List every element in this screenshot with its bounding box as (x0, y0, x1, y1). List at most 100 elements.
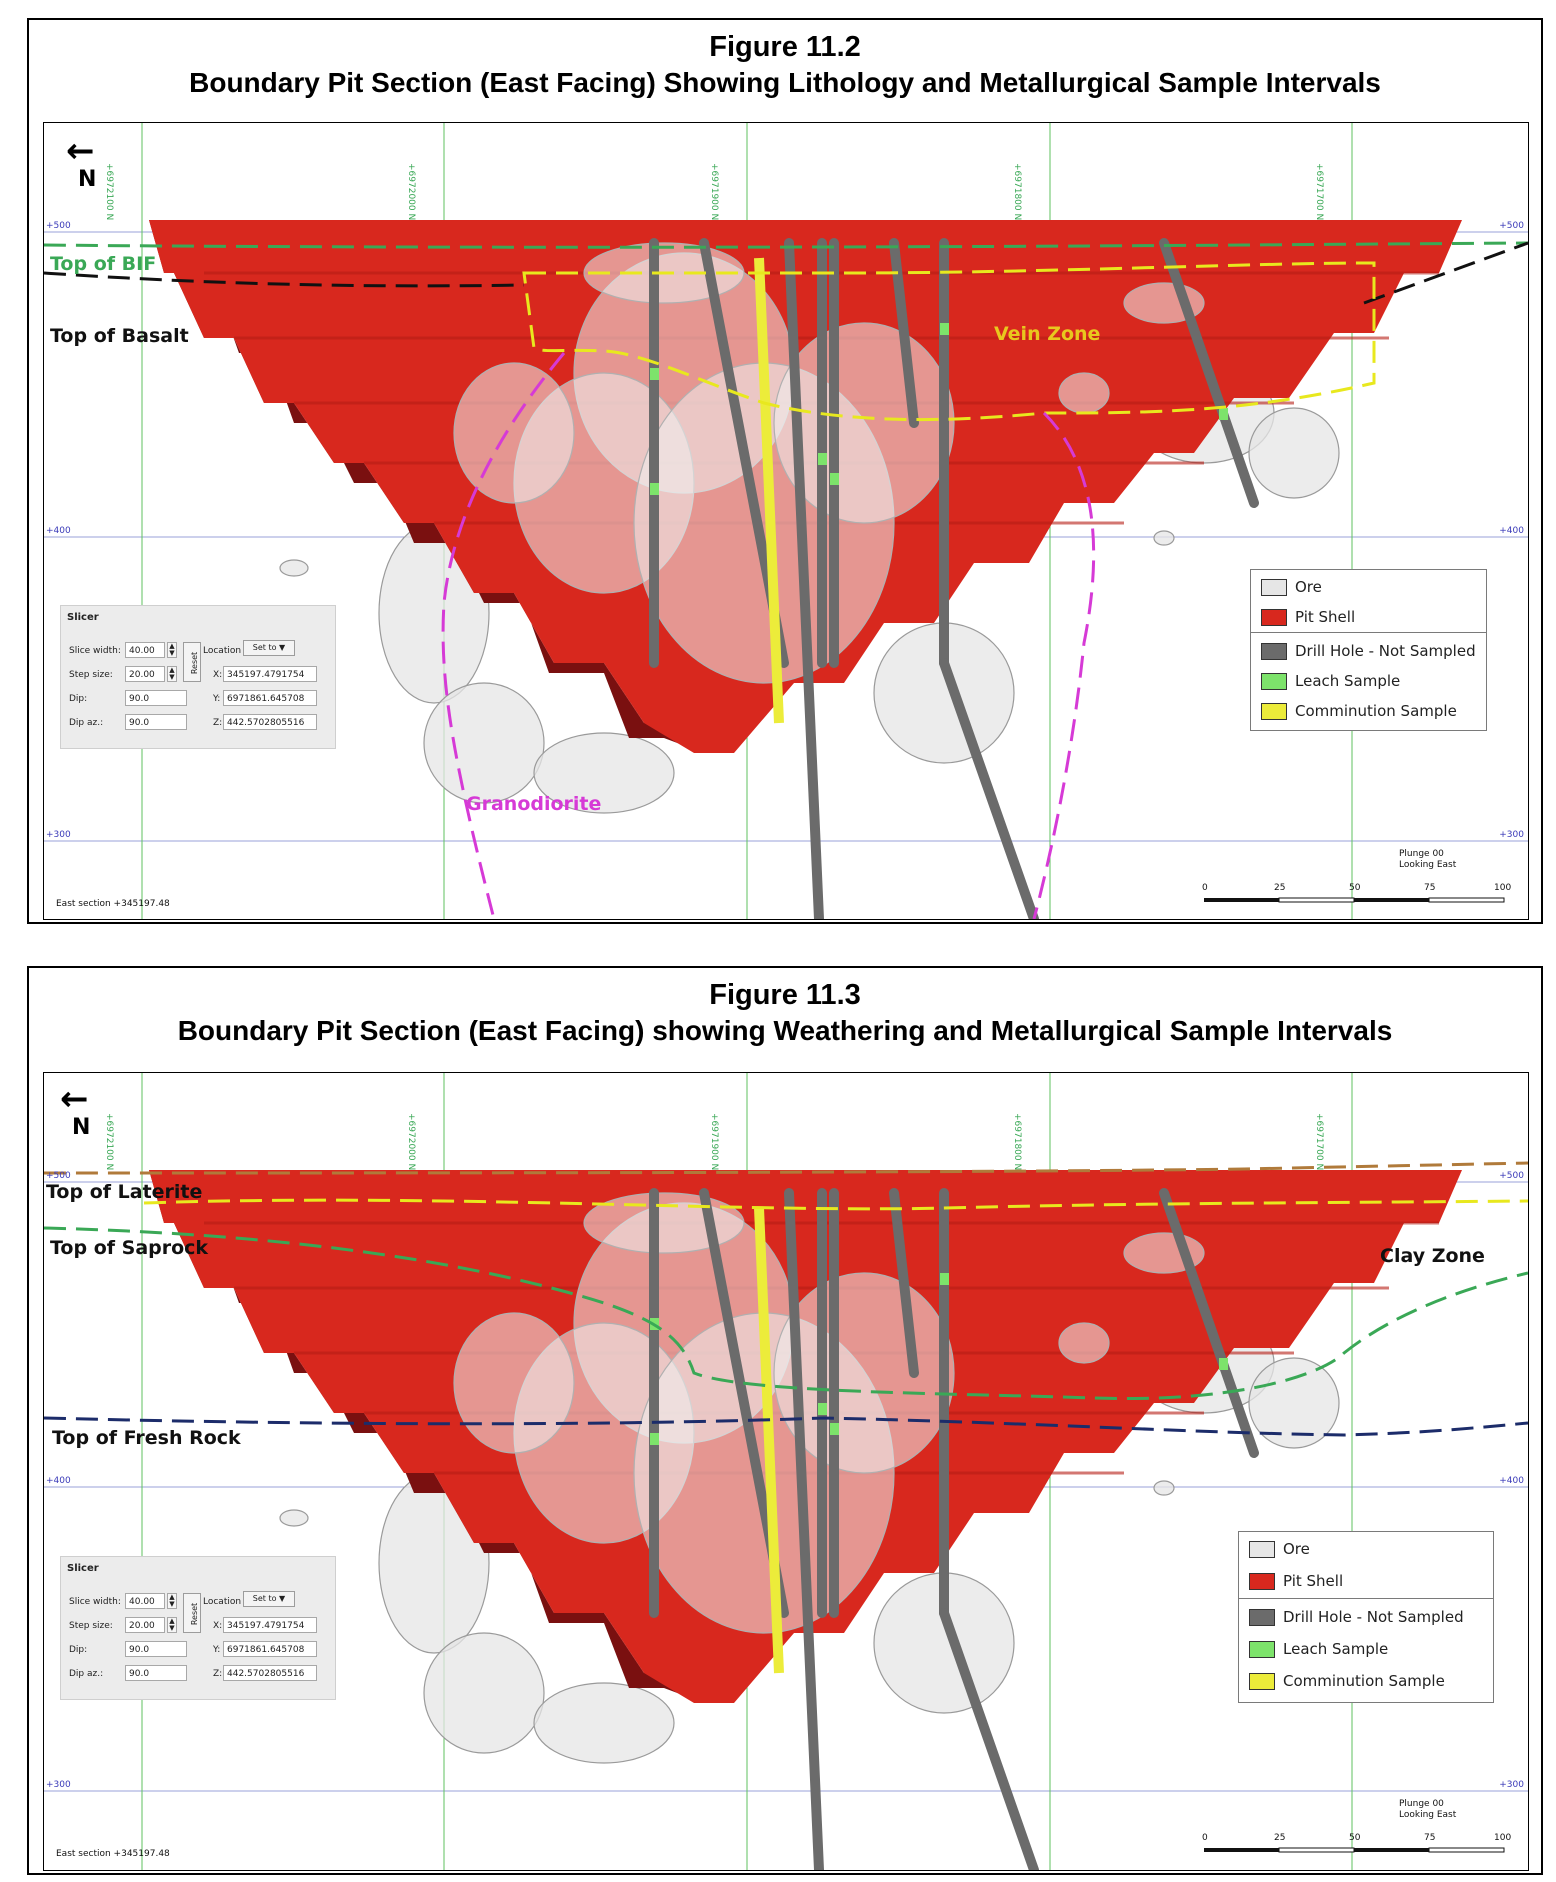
scale-tick: 75 (1424, 883, 1436, 893)
x-field[interactable]: 345197.4791754 (223, 1617, 317, 1633)
legend-item-comminution: Comminution Sample (1249, 1670, 1445, 1692)
legend-item-ore: Ore (1261, 576, 1322, 598)
z-field[interactable]: 442.5702805516 (223, 1665, 317, 1681)
legend-item-drill-hole: Drill Hole - Not Sampled (1249, 1606, 1464, 1628)
location-label: Location (203, 1597, 242, 1607)
z-field[interactable]: 442.5702805516 (223, 714, 317, 730)
granodiorite-contact-east (1032, 411, 1096, 919)
north-label: N (72, 1115, 91, 1140)
pit-shell-swatch (1249, 1573, 1275, 1590)
northing-label: +6972100 N (104, 163, 114, 221)
section-viewport[interactable]: +6972100 N +6972000 N +6971900 N +697180… (43, 1072, 1529, 1871)
slice-width-label: Slice width: (69, 646, 121, 656)
step-size-spinner[interactable]: ▲ ▼ (167, 1617, 177, 1633)
basalt-label: Top of Basalt (50, 325, 189, 347)
east-section-label: East section +345197.48 (56, 899, 170, 909)
step-size-field[interactable]: 20.00 (125, 1617, 165, 1633)
slice-width-field[interactable]: 40.00 (125, 1593, 165, 1609)
set-to-dropdown[interactable]: Set to ▼ (243, 1591, 295, 1607)
section-viewport[interactable]: +6972100 N +6972000 N +6971900 N +697180… (43, 122, 1529, 920)
legend-item-drill-hole: Drill Hole - Not Sampled (1261, 640, 1476, 662)
scale-tick: 25 (1274, 883, 1286, 893)
elevation-label-500: +500 (46, 1171, 71, 1181)
east-section-label: East section +345197.48 (56, 1849, 170, 1859)
clay-zone-label: Clay Zone (1380, 1245, 1485, 1267)
basalt-contact-line (44, 271, 525, 288)
y-field[interactable]: 6971861.645708 (223, 690, 317, 706)
dip-label: Dip: (69, 1645, 88, 1655)
x-label: X: (213, 1621, 223, 1631)
dip-az-field[interactable]: 90.0 (125, 1665, 187, 1681)
north-arrow-icon: ← (66, 131, 95, 171)
scale-tick: 50 (1349, 883, 1361, 893)
drill-hole-swatch (1261, 643, 1287, 660)
slicer-panel: Slicer Slice width: 40.00 ▲ ▼ Step size: … (60, 1556, 336, 1700)
legend: Ore Pit Shell Drill Hole - Not Sampled L… (1250, 569, 1487, 731)
reset-button[interactable]: Reset (183, 642, 201, 682)
step-size-field[interactable]: 20.00 (125, 666, 165, 682)
laterite-label: Top of Laterite (46, 1181, 203, 1203)
leach-swatch (1249, 1641, 1275, 1658)
figure-11-3-title: Figure 11.3 Boundary Pit Section (East F… (29, 978, 1541, 1050)
y-field[interactable]: 6971861.645708 (223, 1641, 317, 1657)
plunge-text: Plunge 00 Looking East (1399, 1799, 1457, 1820)
slicer-title: Slicer (67, 1563, 99, 1574)
drill-holes (649, 1188, 1259, 1870)
slicer-title: Slicer (67, 612, 99, 623)
legend-item-leach: Leach Sample (1261, 670, 1400, 692)
step-size-spinner[interactable]: ▲ ▼ (167, 666, 177, 682)
figure-subtitle: Boundary Pit Section (East Facing) Showi… (189, 67, 1381, 98)
legend-item-pit-shell: Pit Shell (1249, 1570, 1343, 1592)
figure-number: Figure 11.3 (709, 979, 861, 1011)
pit-shell-swatch (1261, 609, 1287, 626)
dip-az-label: Dip az.: (69, 1669, 104, 1679)
slicer-panel: Slicer Slice width: 40.00 ▲ ▼ Step size: … (60, 605, 336, 749)
elevation-label-300: +300 (46, 830, 71, 840)
reset-button[interactable]: Reset (183, 1593, 201, 1633)
slice-width-field[interactable]: 40.00 (125, 642, 165, 658)
ore-bodies (279, 362, 1340, 814)
bif-contact-line (44, 241, 1528, 249)
figure-11-3-panel: Figure 11.3 Boundary Pit Section (East F… (27, 966, 1543, 1875)
legend-item-comminution: Comminution Sample (1261, 700, 1457, 722)
slice-width-spinner[interactable]: ▲ ▼ (167, 642, 177, 658)
scale-tick: 0 (1202, 1833, 1208, 1843)
elevation-label-400-right: +400 (1499, 526, 1524, 536)
legend-divider (1239, 1598, 1493, 1599)
dip-field[interactable]: 90.0 (125, 1641, 187, 1657)
northing-label: +6971700 N (1314, 163, 1324, 221)
dip-field[interactable]: 90.0 (125, 690, 187, 706)
figure-11-2-panel: Figure 11.2 Boundary Pit Section (East F… (27, 18, 1543, 924)
granodiorite-label: Granodiorite (466, 793, 602, 815)
z-label: Z: (213, 718, 223, 728)
northing-label: +6971700 N (1314, 1113, 1324, 1171)
plunge-text: Plunge 00 Looking East (1399, 849, 1457, 870)
scale-bar (1204, 1847, 1505, 1853)
elevation-label-500: +500 (46, 221, 71, 231)
laterite-contact-line (44, 1161, 1528, 1175)
legend-divider (1251, 632, 1486, 633)
comminution-swatch (1249, 1673, 1275, 1690)
set-to-dropdown[interactable]: Set to ▼ (243, 640, 295, 656)
saprock-contact-line (44, 1226, 1528, 1401)
northing-label: +6971800 N (1012, 1113, 1022, 1171)
elevation-label-300-right: +300 (1499, 1780, 1524, 1790)
slice-width-label: Slice width: (69, 1597, 121, 1607)
northing-label: +6971900 N (709, 1113, 719, 1171)
dip-az-field[interactable]: 90.0 (125, 714, 187, 730)
figure-number: Figure 11.2 (709, 31, 861, 63)
comminution-swatch (1261, 703, 1287, 720)
drill-hole-swatch (1249, 1609, 1275, 1626)
basalt-contact-line-east (1363, 241, 1528, 305)
bif-label: Top of BIF (50, 253, 157, 275)
elevation-label-500-right: +500 (1499, 1171, 1524, 1181)
ore-swatch (1261, 579, 1287, 596)
comminution-sample-interval (754, 257, 784, 724)
scale-tick: 50 (1349, 1833, 1361, 1843)
y-label: Y: (213, 1645, 221, 1655)
x-field[interactable]: 345197.4791754 (223, 666, 317, 682)
scale-tick: 25 (1274, 1833, 1286, 1843)
vein-zone-label: Vein Zone (994, 323, 1101, 345)
slice-width-spinner[interactable]: ▲ ▼ (167, 1593, 177, 1609)
legend-item-leach: Leach Sample (1249, 1638, 1388, 1660)
